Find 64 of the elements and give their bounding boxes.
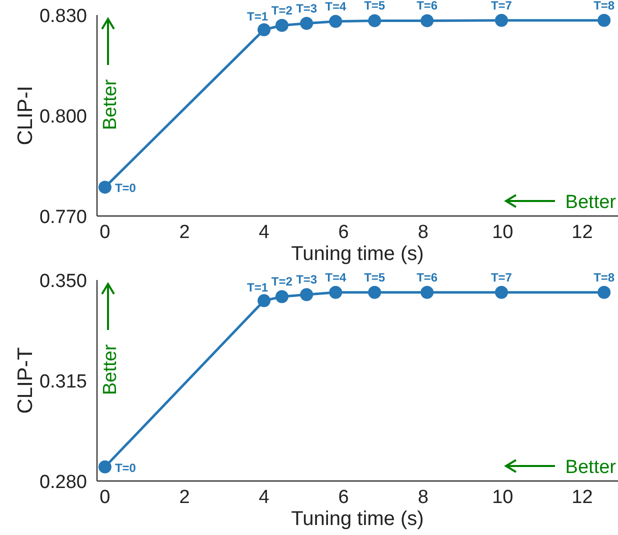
y-tick-label: 0.350: [39, 271, 87, 292]
x-tick-label: 8: [418, 487, 428, 508]
annotation: T=1: [247, 280, 268, 295]
x-tick-label: 10: [492, 487, 514, 508]
x-tick-label: 2: [179, 487, 190, 508]
point: [420, 286, 434, 299]
annotation: T=2: [271, 3, 293, 18]
x-tick-label: 0: [100, 222, 110, 243]
point: [275, 290, 288, 304]
point: [329, 286, 342, 299]
y-tick-label: 0.770: [39, 207, 87, 228]
point: [258, 294, 271, 308]
point: [598, 286, 611, 299]
point: [420, 14, 434, 28]
annotation: Better: [565, 192, 617, 213]
point: [368, 14, 382, 28]
x-tick-label: 12: [572, 222, 593, 243]
x-tick-label: 4: [258, 222, 270, 243]
annotation: T=2: [271, 274, 293, 289]
x-axis-title: Tuning time (s): [291, 243, 424, 265]
point: [598, 14, 611, 27]
annotation: T=6: [416, 270, 438, 284]
x-tick-label: 6: [338, 222, 349, 243]
point: [368, 286, 382, 299]
annotation: T=5: [364, 0, 386, 13]
annotation: T=8: [594, 0, 615, 12]
x-tick-label: 2: [179, 222, 190, 243]
x-tick-label: 0: [100, 487, 110, 508]
x-axis-title: Tuning time (s): [291, 508, 424, 530]
annotation: T=3: [296, 1, 318, 16]
annotation: T=3: [296, 272, 318, 287]
annotation: Better: [100, 344, 121, 395]
point: [300, 16, 314, 30]
point: [300, 288, 314, 302]
y-tick-label: 0.830: [39, 6, 87, 27]
annotation: T=0: [114, 181, 136, 196]
annotation: T=6: [416, 0, 438, 13]
y-axis-title: CLIP-T: [14, 347, 37, 414]
annotation: T=7: [490, 0, 512, 12]
annotation: Better: [100, 78, 121, 130]
annotation: Better: [565, 457, 617, 478]
point: [275, 18, 288, 32]
y-tick-label: 0.280: [39, 472, 87, 493]
point: [98, 180, 112, 194]
x-tick-label: 4: [258, 487, 270, 508]
point: [329, 14, 342, 28]
annotation: T=4: [325, 270, 346, 284]
point: [494, 14, 508, 27]
point: [98, 460, 112, 474]
x-tick-label: 6: [338, 487, 349, 508]
annotation: T=7: [490, 270, 512, 284]
annotation: T=5: [364, 270, 386, 284]
point: [494, 286, 508, 299]
annotation: T=0: [114, 460, 136, 475]
annotation: T=4: [325, 0, 346, 14]
x-tick-label: 10: [492, 222, 514, 243]
annotation: T=1: [247, 10, 268, 24]
x-tick-label: 12: [572, 487, 593, 508]
y-tick-label: 0.800: [39, 106, 87, 128]
annotation: T=8: [594, 270, 615, 284]
point: [258, 23, 271, 36]
y-tick-label: 0.315: [39, 372, 87, 392]
y-axis-title: CLIP-I: [14, 86, 37, 146]
x-tick-label: 8: [418, 222, 428, 243]
